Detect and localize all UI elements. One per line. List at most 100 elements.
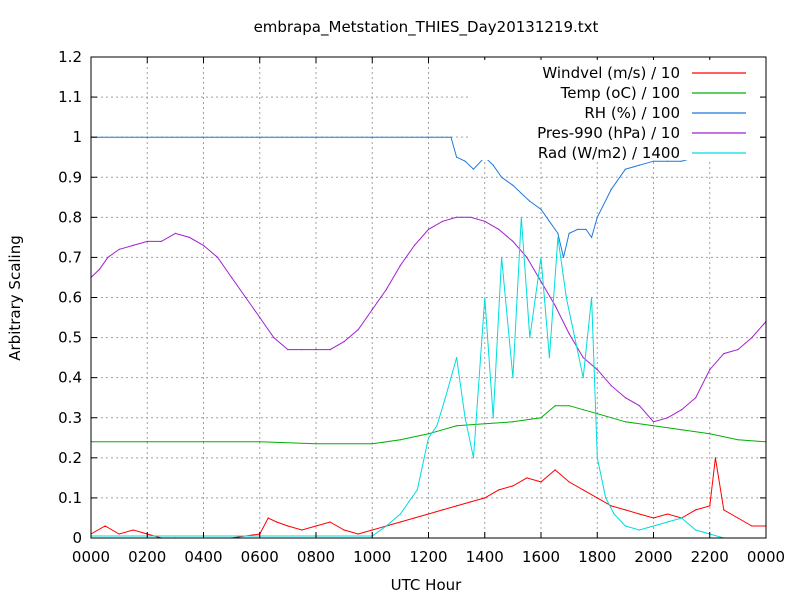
data-point (568, 333, 570, 335)
data-point (442, 509, 444, 511)
data-point (287, 349, 289, 351)
y-tick-label: 0.3 (58, 409, 82, 427)
x-tick-label: 2000 (634, 548, 672, 566)
data-point (98, 268, 100, 270)
axis-tick-labels: 0 0.1 0.2 0.3 0.4 0.5 0.6 0.7 0.8 0.9 1 1.1 1.2 0000 0… (58, 48, 785, 566)
data-point (484, 423, 486, 425)
data-point (681, 160, 683, 162)
data-point (512, 421, 514, 423)
data-point (287, 525, 289, 527)
data-point (624, 397, 627, 399)
data-point (610, 188, 612, 190)
series-layer (90, 136, 767, 539)
data-point (568, 232, 570, 234)
data-point (624, 168, 627, 170)
data-point (652, 421, 655, 423)
data-point (456, 505, 458, 507)
series-line (90, 216, 767, 423)
data-point (315, 525, 317, 527)
data-point (638, 513, 641, 515)
y-tick-label: 0.6 (58, 289, 82, 307)
data-point (520, 192, 522, 194)
data-point (267, 517, 269, 519)
data-point (585, 228, 587, 230)
data-point (582, 409, 584, 411)
data-point (624, 525, 627, 527)
data-point (118, 248, 120, 250)
legend-label: Pres-990 (hPa) / 10 (537, 124, 680, 142)
data-point (681, 517, 683, 519)
data-point (464, 417, 466, 419)
legend-label: RH (%) / 100 (584, 104, 680, 122)
data-point (456, 156, 458, 158)
data-point (529, 200, 531, 202)
data-point (624, 421, 627, 423)
data-point (484, 220, 486, 222)
data-point (723, 353, 725, 355)
data-point (470, 501, 472, 503)
series-line (91, 405, 767, 445)
data-point (652, 425, 655, 427)
data-point (613, 513, 615, 515)
data-point (501, 256, 503, 258)
x-tick-label: 0000 (72, 548, 110, 566)
data-point (695, 529, 697, 531)
x-tick-label: 0600 (241, 548, 279, 566)
data-point (484, 497, 486, 499)
data-point (399, 264, 401, 266)
y-tick-label: 1 (72, 128, 82, 146)
data-point (259, 316, 261, 319)
data-point (202, 136, 205, 138)
data-point (554, 304, 556, 307)
y-tick-label: 0 (72, 529, 82, 547)
data-point (596, 497, 598, 499)
data-point (554, 405, 556, 407)
data-point (146, 441, 148, 443)
x-tick-label: 1400 (466, 548, 504, 566)
data-point (596, 413, 598, 415)
data-point (132, 244, 134, 246)
data-point (132, 529, 134, 531)
data-point (596, 216, 598, 218)
data-point (520, 216, 522, 218)
data-point (638, 405, 641, 407)
data-point (456, 425, 458, 427)
data-point (681, 429, 683, 431)
x-tick-label: 0800 (297, 548, 335, 566)
x-tick-label: 1000 (353, 548, 391, 566)
data-point (413, 244, 415, 246)
data-point (188, 236, 190, 238)
axis-ticks (90, 56, 767, 539)
data-point (681, 409, 683, 411)
data-point (652, 160, 655, 162)
legend-background (470, 60, 760, 160)
data-point (526, 477, 528, 479)
data-point (104, 525, 106, 527)
chart-title: embrapa_Metstation_THIES_Day20131219.txt (254, 18, 599, 37)
y-tick-label: 0.9 (58, 168, 82, 186)
data-point (501, 176, 503, 178)
data-point (695, 509, 697, 511)
y-tick-label: 0.8 (58, 208, 82, 226)
data-point (202, 441, 205, 443)
x-axis-label: UTC Hour (391, 576, 462, 594)
data-point (118, 533, 120, 535)
data-point (273, 337, 275, 339)
data-point (385, 288, 387, 291)
data-point (371, 443, 373, 445)
data-point (540, 417, 542, 419)
data-point (512, 240, 514, 242)
data-point (399, 513, 401, 515)
data-point (596, 369, 598, 371)
data-point (737, 349, 739, 351)
data-point (427, 513, 430, 515)
data-point (638, 164, 641, 166)
data-point (557, 236, 559, 238)
data-point (512, 184, 514, 186)
data-point (568, 405, 570, 407)
data-point (259, 441, 261, 443)
data-point (605, 497, 607, 499)
data-point (498, 489, 500, 491)
data-point (202, 244, 205, 246)
